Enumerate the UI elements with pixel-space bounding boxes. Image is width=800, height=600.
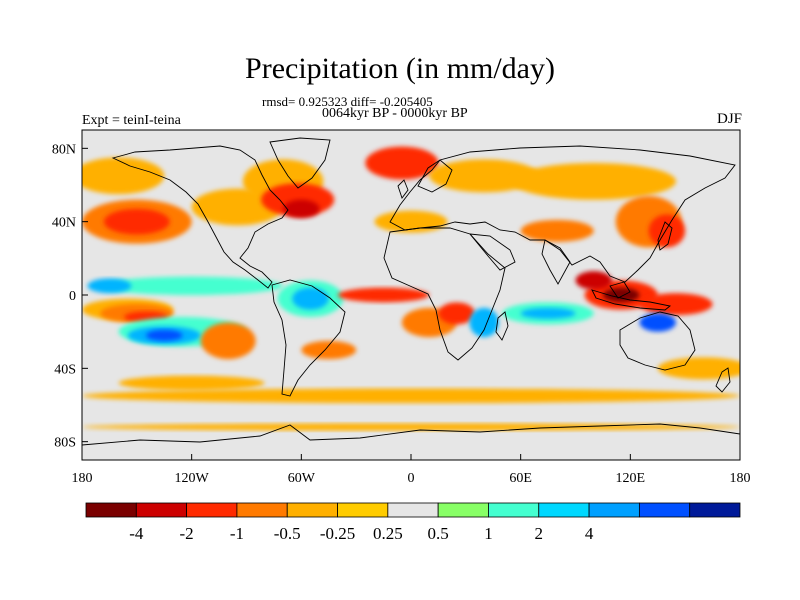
australia-outline [619, 311, 696, 371]
colorbar-label: -2 [180, 524, 194, 543]
scandinavia-outline [417, 159, 453, 193]
colorbar-label: 0.25 [373, 524, 403, 543]
colorbar-box [638, 502, 691, 518]
latitude-axis: 80N 40N 0 40S 80S [52, 142, 88, 451]
anomaly-region [639, 293, 713, 316]
colorbar-box [488, 502, 540, 518]
anomaly-region [82, 423, 740, 431]
colorbar-label: -0.5 [274, 524, 301, 543]
experiment-label: Expt = teinI-teina [82, 113, 181, 128]
map-panel: 180 120W 60W 0 60E 120E 180 80N 40N 0 40S 80S [52, 129, 751, 486]
anomaly-region [283, 199, 320, 218]
anomaly-region [365, 146, 439, 180]
arabia-outline [468, 233, 516, 271]
anomaly-region [100, 276, 284, 296]
anomaly-region [292, 287, 329, 310]
latitude-tick-label: 0 [69, 289, 76, 304]
anomaly-region [639, 313, 677, 332]
anomaly-region [82, 388, 740, 404]
anomaly-region [469, 307, 499, 338]
longitude-tick-label: 0 [408, 471, 415, 486]
colorbar-box [337, 502, 389, 518]
anomaly-region [520, 219, 594, 242]
eurasia-outline [389, 145, 736, 283]
longitude-tick-label: 120W [175, 471, 210, 486]
colorbar-box [437, 502, 489, 518]
colorbar-label: -1 [230, 524, 244, 543]
anomaly-region [145, 329, 183, 341]
anomaly-region [575, 271, 613, 290]
colorbar-label: -0.25 [320, 524, 355, 543]
british-isles-outline [397, 179, 409, 199]
anomaly-region [602, 287, 640, 303]
new-zealand-outline [715, 367, 731, 393]
anomaly-region [648, 214, 686, 248]
north-america-outline [111, 145, 289, 289]
colorbar-label: 4 [585, 524, 594, 543]
latitude-tick-label: 40N [52, 216, 76, 231]
anomaly-region [511, 163, 677, 200]
colorbar-label: 2 [535, 524, 544, 543]
anomaly-region [657, 357, 740, 380]
longitude-tick-label: 60W [288, 471, 316, 486]
greenland-outline [269, 137, 331, 189]
longitude-tick-label: 60E [509, 471, 532, 486]
anomaly-region [200, 322, 256, 360]
latitude-tick-label: 40S [54, 362, 76, 377]
colorbar-box [588, 502, 640, 518]
india-outline [541, 239, 571, 285]
plot-title: Precipitation (in mm/day) [245, 52, 555, 85]
madagascar-outline [495, 311, 509, 341]
japan-outline [657, 221, 673, 251]
precipitation-anomaly-field [82, 146, 740, 431]
antarctica-outline [82, 423, 740, 446]
borneo-outline [609, 281, 631, 299]
rmsd-diff-stats: rmsd= 0.925323 diff= -0.205405 [262, 94, 433, 109]
anomaly-region [103, 208, 170, 235]
season-label: DJF [716, 111, 742, 127]
anomaly-region [118, 375, 265, 391]
colorbar-box [286, 502, 338, 518]
longitude-tick-label: 120E [616, 471, 646, 486]
colorbar-box [186, 502, 238, 518]
latitude-tick-label: 80N [52, 142, 76, 157]
anomaly-region [82, 157, 165, 195]
south-america-outline [271, 279, 346, 397]
indonesia-outline [591, 289, 672, 311]
colorbar-label: 0.5 [428, 524, 449, 543]
latitude-tick-label: 80S [54, 436, 76, 451]
colorbar-box [135, 502, 188, 518]
anomaly-region [438, 302, 475, 325]
colorbar-box [236, 502, 288, 518]
longitude-tick-label: 180 [730, 471, 751, 486]
colorbar-box [387, 502, 439, 518]
anomaly-region [337, 287, 430, 303]
longitude-axis: 180 120W 60W 0 60E 120E 180 [72, 454, 751, 486]
anomaly-region [301, 340, 357, 360]
anomaly-region [429, 159, 539, 193]
colorbar-box [85, 502, 137, 518]
continent-outlines [82, 137, 740, 446]
anomaly-region [520, 307, 576, 319]
anomaly-region [87, 278, 132, 294]
longitude-tick-label: 180 [72, 471, 93, 486]
colorbar-box [538, 502, 590, 518]
colorbar-label: 1 [484, 524, 493, 543]
colorbar-box [689, 502, 741, 518]
period-subtitle: 0064kyr BP - 0000kyr BP [322, 106, 468, 121]
colorbar: -4 -2 -1 -0.5 -0.25 0.25 0.5 1 2 4 [85, 502, 741, 543]
colorbar-label: -4 [129, 524, 144, 543]
